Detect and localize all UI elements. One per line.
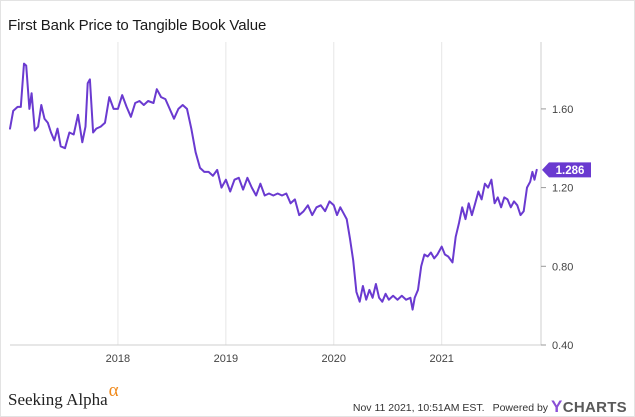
seeking-alpha-wordmark: Seeking Alpha (8, 390, 108, 409)
x-tick-label-0: 2018 (106, 353, 130, 365)
series-line (9, 62, 538, 311)
chart-footer-attribution: Nov 11 2021, 10:51AM EST. Powered by YCHAR… (353, 396, 627, 416)
alpha-symbol: α (108, 380, 119, 401)
ycharts-logo-y: Y (551, 397, 563, 416)
powered-by-label: Powered by (492, 402, 549, 414)
chart-title: First Bank Price to Tangible Book Value (8, 17, 267, 34)
x-tick-label-3: 2021 (429, 353, 453, 365)
ycharts-logo[interactable]: YCHARTS (551, 397, 627, 416)
x-tick-label-2: 2020 (322, 353, 346, 365)
y-tick-label-0: 0.40 (552, 340, 573, 352)
y-tick-label-1: 0.80 (552, 261, 573, 273)
last-value-badge (542, 162, 591, 178)
ycharts-logo-text: CHARTS (562, 399, 627, 416)
timestamp: Nov 11 2021, 10:51AM EST. (352, 402, 485, 414)
last-value-label: 1.286 (556, 165, 585, 177)
x-tick-label-1: 2019 (214, 353, 238, 365)
y-tick-label-3: 1.60 (552, 104, 573, 116)
y-tick-label-2: 1.20 (552, 183, 573, 195)
seeking-alpha-logo: Seeking Alphaα (8, 380, 119, 411)
